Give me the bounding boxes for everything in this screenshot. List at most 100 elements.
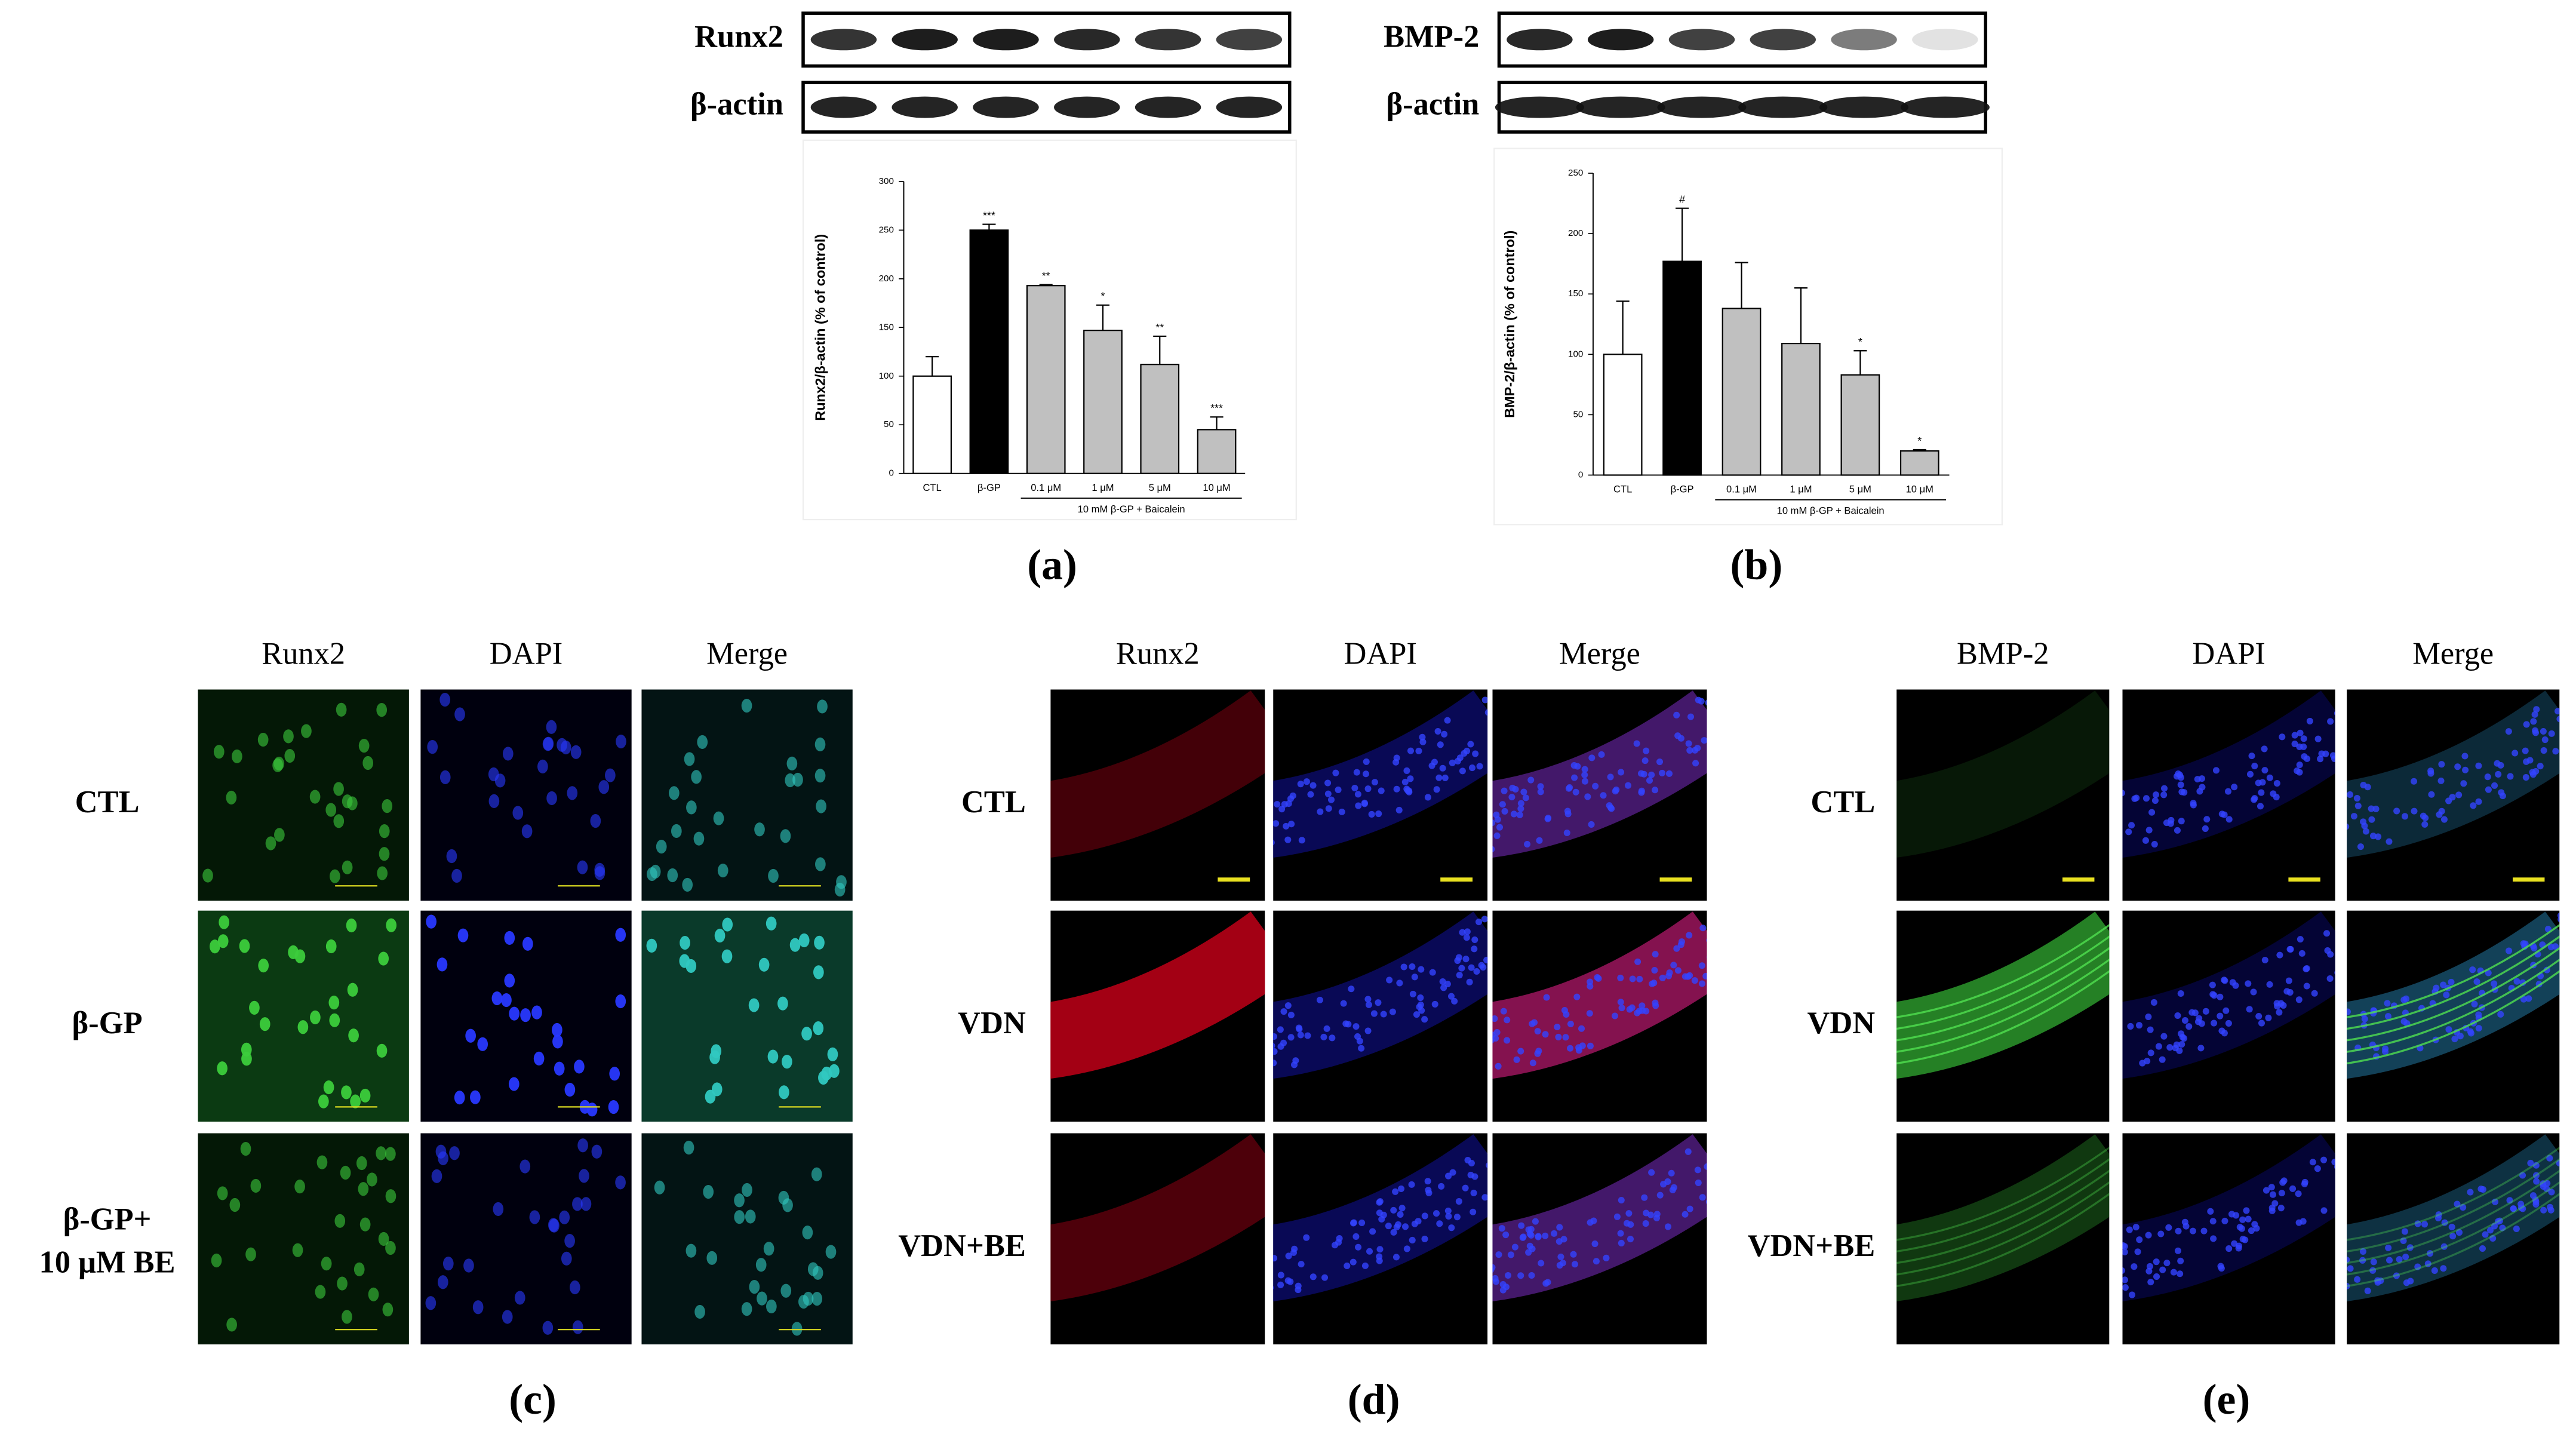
tissue-band bbox=[2347, 1134, 2560, 1301]
nucleus bbox=[1463, 934, 1470, 941]
nucleus bbox=[1449, 1169, 1456, 1176]
micrograph bbox=[1050, 689, 1265, 901]
nucleus bbox=[2218, 810, 2225, 818]
nucleus bbox=[827, 1047, 838, 1061]
nucleus bbox=[1499, 1281, 1507, 1288]
nucleus bbox=[2340, 1031, 2346, 1038]
nucleus bbox=[1570, 1251, 1577, 1258]
nucleus bbox=[2229, 979, 2236, 986]
nucleus bbox=[2339, 1027, 2346, 1034]
nucleus bbox=[2245, 980, 2252, 987]
nucleus bbox=[1493, 1029, 1501, 1036]
nucleus bbox=[2198, 775, 2206, 782]
nucleus bbox=[1376, 1246, 1384, 1253]
nucleus bbox=[283, 729, 294, 744]
nucleus bbox=[2327, 951, 2334, 958]
nucleus bbox=[2127, 1022, 2134, 1030]
nucleus bbox=[734, 1193, 745, 1208]
nucleus bbox=[2362, 828, 2369, 835]
nucleus bbox=[2361, 822, 2368, 830]
error-bar bbox=[1210, 416, 1224, 430]
nucleus bbox=[1484, 709, 1488, 716]
nucleus bbox=[358, 739, 370, 753]
nucleus bbox=[1525, 1226, 1532, 1233]
nucleus bbox=[2523, 721, 2530, 728]
micrograph bbox=[641, 1133, 853, 1344]
y-tick-label: 200 bbox=[879, 274, 894, 284]
nucleus bbox=[682, 877, 693, 892]
error-bar bbox=[1616, 300, 1630, 355]
micrograph bbox=[1492, 910, 1707, 1122]
blot-band bbox=[1831, 29, 1897, 51]
nucleus bbox=[342, 860, 353, 874]
nucleus bbox=[2337, 1280, 2344, 1286]
nucleus bbox=[1445, 1172, 1452, 1180]
nucleus bbox=[1519, 1234, 1526, 1241]
nucleus bbox=[1518, 1222, 1525, 1229]
nucleus bbox=[2303, 982, 2310, 990]
nucleus bbox=[2537, 763, 2544, 770]
error-bar bbox=[926, 356, 939, 376]
nucleus bbox=[463, 1258, 474, 1273]
error-bar bbox=[1039, 284, 1053, 286]
nucleus bbox=[2451, 1036, 2458, 1043]
nucleus bbox=[1358, 1045, 1365, 1052]
nucleus bbox=[2337, 1143, 2344, 1149]
nucleus bbox=[288, 945, 299, 959]
nucleus bbox=[777, 996, 788, 1011]
nucleus bbox=[2295, 1190, 2302, 1197]
nucleus bbox=[210, 939, 220, 954]
nucleus bbox=[1389, 1008, 1396, 1015]
fiber bbox=[1896, 923, 2110, 1018]
nucleus bbox=[1295, 1286, 1302, 1294]
nucleus bbox=[1424, 794, 1431, 801]
nucleus bbox=[1392, 1188, 1399, 1195]
nucleus bbox=[1678, 938, 1685, 945]
tissue-band bbox=[2122, 1134, 2335, 1301]
nucleus bbox=[2217, 993, 2224, 1000]
nucleus bbox=[348, 1028, 359, 1043]
nucleus bbox=[2445, 797, 2452, 804]
nucleus bbox=[1392, 759, 1400, 766]
nucleus bbox=[813, 1021, 824, 1036]
nucleus bbox=[1660, 1181, 1667, 1188]
nucleus bbox=[2507, 773, 2514, 780]
nucleus bbox=[697, 735, 708, 750]
nucleus bbox=[552, 1022, 562, 1037]
significance-label: ** bbox=[1155, 321, 1164, 333]
nucleus bbox=[501, 993, 512, 1008]
nucleus bbox=[2347, 1265, 2354, 1272]
nucleus bbox=[1698, 980, 1705, 987]
nucleus bbox=[1375, 999, 1382, 1006]
nucleus bbox=[554, 1061, 565, 1076]
nucleus bbox=[2341, 836, 2347, 842]
nucleus bbox=[1517, 1048, 1524, 1055]
nucleus bbox=[2440, 816, 2448, 823]
fiber bbox=[1896, 1193, 2110, 1287]
nucleus bbox=[2221, 977, 2228, 984]
nucleus bbox=[1283, 822, 1290, 830]
nucleus bbox=[2295, 1219, 2303, 1226]
nucleus bbox=[2177, 772, 2184, 779]
nucleus bbox=[1504, 1017, 1511, 1024]
nucleus bbox=[1371, 779, 1378, 786]
y-tick-label: 250 bbox=[1568, 168, 1583, 178]
group-label: 10 mM β-GP + Baicalein bbox=[1078, 503, 1185, 515]
panel-label: (a) bbox=[1027, 541, 1077, 588]
nucleus bbox=[2286, 945, 2294, 953]
nucleus bbox=[2491, 980, 2498, 987]
nucleus bbox=[1673, 945, 1680, 952]
nucleus bbox=[457, 928, 469, 942]
x-tick-label: 5 μM bbox=[1849, 484, 1871, 495]
nucleus bbox=[1266, 1235, 1272, 1242]
nucleus bbox=[2248, 1227, 2255, 1235]
nucleus bbox=[1288, 821, 1295, 828]
nucleus bbox=[561, 1251, 572, 1266]
nucleus bbox=[1385, 1223, 1392, 1230]
y-tick-label: 100 bbox=[1568, 349, 1583, 359]
nucleus bbox=[2360, 781, 2367, 789]
nucleus bbox=[426, 914, 437, 929]
nucleus bbox=[2301, 1178, 2308, 1186]
nucleus bbox=[2438, 761, 2445, 768]
nucleus bbox=[1409, 963, 1416, 971]
